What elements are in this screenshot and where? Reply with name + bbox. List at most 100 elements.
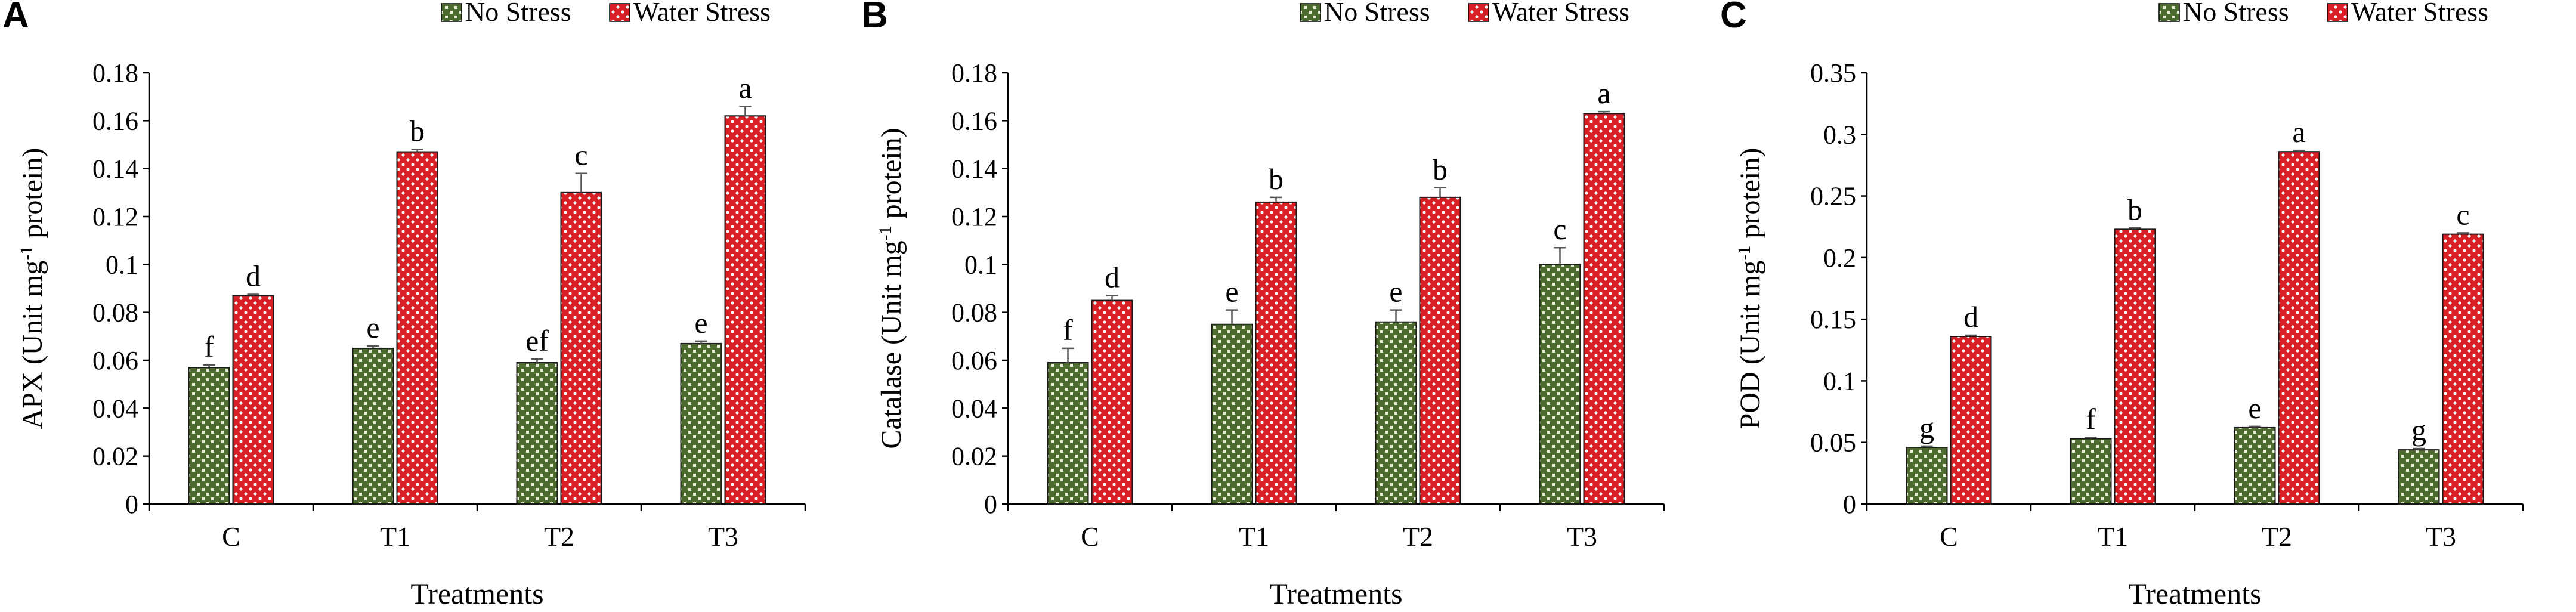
x-axis-title: Treatments [2128, 577, 2261, 610]
y-tick-label: 0.04 [92, 394, 138, 423]
y-tick-label: 0.16 [951, 106, 997, 135]
bar-no-stress-c [1047, 362, 1089, 505]
y-axis-title-main: APX (Unit mg [17, 261, 48, 429]
y-axis-title-main: POD (Unit mg [1734, 261, 1766, 429]
x-tick-label: T2 [2262, 521, 2292, 552]
legend: No Stress Water Stress [2158, 0, 2488, 27]
bar-no-stress-t2 [1375, 321, 1417, 505]
y-axis-title-sup: -1 [17, 246, 36, 261]
bar-water-stress-t2 [560, 191, 602, 505]
significance-letter: e [1225, 275, 1238, 308]
significance-letter: e [694, 306, 707, 339]
y-tick-label: 0.12 [92, 202, 138, 231]
y-axis-title-main: Catalase (Unit mg [876, 240, 907, 449]
bar-water-stress-c [232, 295, 274, 505]
bar-water-stress-c [1950, 336, 1992, 505]
y-axis-title-tail: protein) [17, 148, 48, 246]
legend: No Stress Water Stress [1300, 0, 1629, 27]
y-tick-label: 0 [1843, 490, 1856, 519]
x-axis-title: Treatments [410, 577, 543, 610]
panel-label: C [1720, 0, 1747, 36]
legend-label-water-stress: Water Stress [633, 0, 771, 27]
bar-no-stress-t1 [2070, 438, 2112, 505]
y-axis-title-sup: -1 [876, 225, 895, 240]
significance-letter: b [2127, 193, 2142, 226]
x-axis-title: Treatments [1269, 577, 1402, 610]
significance-letter: d [1963, 300, 1978, 333]
bar-water-stress-t2 [2278, 151, 2320, 505]
significance-letter: f [204, 330, 214, 363]
x-tick-label: C [222, 521, 240, 552]
y-tick-label: 0.14 [951, 154, 997, 184]
y-axis-title: POD (Unit mg-1 protein) [1734, 148, 1767, 429]
significance-letter: f [1063, 313, 1073, 347]
y-tick-label: 0.16 [92, 106, 138, 135]
y-tick-label: 0.02 [951, 442, 997, 471]
x-tick-label: T2 [544, 521, 574, 552]
chart-panel-b: B No Stress Water Stress 0 0.02 0.04 0.06 0.08 0… [859, 0, 1718, 612]
significance-letter: d [246, 259, 261, 293]
significance-letter: a [738, 71, 752, 104]
bar-water-stress-c [1091, 299, 1133, 505]
bar-no-stress-t2 [516, 362, 558, 505]
legend-label-no-stress: No Stress [2183, 0, 2289, 27]
bar-water-stress-t1 [2114, 228, 2156, 505]
x-tick-label: T3 [708, 521, 738, 552]
y-tick-label: 0 [125, 490, 138, 519]
x-tick-label: T1 [380, 521, 410, 552]
bar-no-stress-t2 [2234, 426, 2276, 505]
y-axis-title-tail: protein) [876, 128, 907, 225]
y-tick-label: 0.25 [1810, 182, 1856, 211]
legend-swatch-water-stress [2327, 3, 2348, 22]
legend-label-no-stress: No Stress [1324, 0, 1430, 27]
legend-swatch-water-stress [1468, 3, 1489, 22]
x-tick-label: C [1081, 521, 1099, 552]
bar-no-stress-t3 [2398, 449, 2440, 505]
y-axis-title-sup: -1 [1734, 246, 1754, 261]
chart-a: A No Stress Water Stress 0 0.02 0.04 0.06 0.08 0… [2, 0, 806, 610]
significance-letter: g [1919, 411, 1934, 444]
significance-letter: c [2456, 198, 2469, 231]
y-tick-label: 0.18 [951, 58, 997, 88]
significance-letter: ef [525, 324, 549, 357]
significance-letter: f [2086, 402, 2096, 435]
y-tick-label: 0.2 [1823, 243, 1856, 273]
y-tick-label: 0.06 [92, 346, 138, 375]
significance-letter: b [410, 115, 425, 148]
bar-water-stress-t1 [1255, 201, 1297, 505]
y-axis-title: Catalase (Unit mg-1 protein) [876, 128, 908, 449]
y-tick-label: 0.08 [951, 298, 997, 327]
legend: No Stress Water Stress [441, 0, 771, 27]
y-axis-title-tail: protein) [1734, 148, 1766, 246]
y-tick-label: 0.18 [92, 58, 138, 88]
y-tick-label: 0.1 [964, 250, 997, 279]
y-tick-label: 0.15 [1810, 305, 1856, 334]
y-tick-label: 0.04 [951, 394, 997, 423]
legend-swatch-no-stress [441, 3, 462, 22]
y-tick-label: 0.06 [951, 346, 997, 375]
bar-water-stress-t1 [396, 151, 438, 505]
legend-swatch-no-stress [2158, 3, 2180, 22]
bar-no-stress-c [1906, 446, 1948, 505]
y-tick-label: 0.05 [1810, 428, 1856, 458]
x-tick-label: C [1940, 521, 1958, 552]
significance-letter: b [1269, 162, 1284, 196]
significance-letter: g [2411, 413, 2426, 447]
significance-letter: a [1597, 76, 1610, 110]
x-tick-label: T3 [1567, 521, 1597, 552]
y-tick-label: 0.14 [92, 154, 138, 184]
bar-no-stress-t3 [1539, 264, 1581, 505]
panel-label: B [861, 0, 888, 36]
chart-panel-a: A No Stress Water Stress 0 0.02 0.04 0.06 0.08 0… [0, 0, 859, 612]
y-tick-label: 0.02 [92, 442, 138, 471]
bar-water-stress-t2 [1419, 196, 1461, 505]
y-tick-label: 0 [984, 490, 997, 519]
legend-label-no-stress: No Stress [465, 0, 571, 27]
y-tick-label: 0.12 [951, 202, 997, 231]
chart-panel-c: C No Stress Water Stress 0 0.05 0.1 0.15 0.2 0.2… [1718, 0, 2576, 612]
x-tick-label: T3 [2426, 521, 2456, 552]
bar-no-stress-c [188, 367, 230, 505]
significance-letter: b [1433, 153, 1448, 186]
panel-label: A [2, 0, 29, 36]
y-tick-label: 0.1 [1823, 366, 1856, 395]
